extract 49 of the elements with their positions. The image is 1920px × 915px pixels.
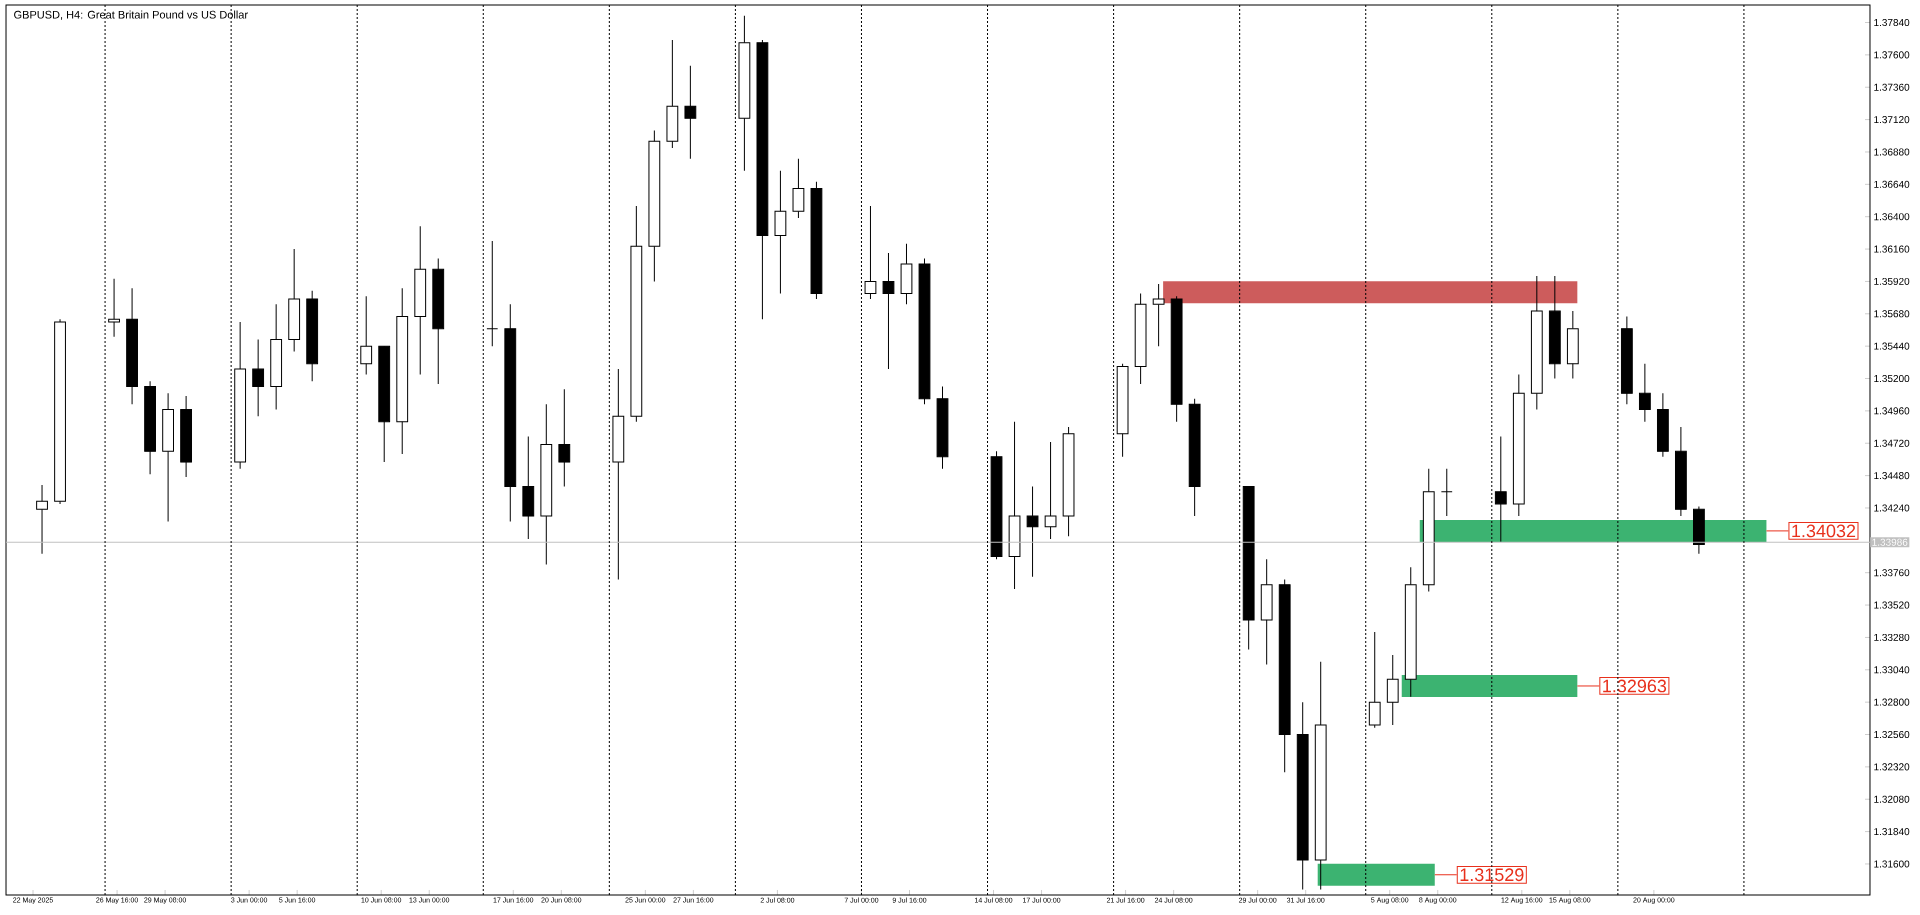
candlestick xyxy=(558,388,571,487)
candlestick xyxy=(1638,363,1651,423)
series-label: 1.32963 xyxy=(1603,679,1667,693)
y-tick-label: 1.37120 xyxy=(1874,116,1910,124)
candlestick xyxy=(1152,283,1165,347)
y-tick-label: 1.32320 xyxy=(1874,763,1910,771)
y-tick-label: 1.32080 xyxy=(1874,795,1910,803)
candlestick xyxy=(792,158,805,219)
candlestick xyxy=(1044,441,1057,540)
y-tick-label: 1.31600 xyxy=(1874,860,1910,868)
y-tick-label: 1.36880 xyxy=(1874,148,1910,156)
y-tick-label: 1.36160 xyxy=(1874,245,1910,253)
y-tick-label: 1.37360 xyxy=(1874,83,1910,91)
candlestick xyxy=(360,295,373,375)
y-tick-label: 1.35200 xyxy=(1874,374,1910,383)
y-tick-label: 1.35680 xyxy=(1874,310,1910,318)
candlestick xyxy=(1368,631,1381,729)
candlestick xyxy=(882,252,895,370)
candlestick xyxy=(864,205,877,300)
y-tick-label: 1.37600 xyxy=(1874,51,1910,59)
y-tick-label: 1.31840 xyxy=(1874,828,1910,836)
candlestick xyxy=(108,278,120,338)
y-tick-label: 1.32560 xyxy=(1874,730,1910,739)
ref-line-label: 1.33986 xyxy=(1872,538,1908,546)
y-tick-label: 1.35440 xyxy=(1874,342,1910,350)
candlestick xyxy=(486,240,499,347)
candlestick xyxy=(36,484,48,555)
candlestick xyxy=(684,65,697,160)
candlestick xyxy=(252,338,265,417)
y-tick-label: 1.36400 xyxy=(1874,213,1910,221)
candlestick xyxy=(1494,436,1507,543)
y-tick-label: 1.33760 xyxy=(1874,569,1910,577)
y-tick-label: 1.34960 xyxy=(1874,407,1910,415)
y-tick-label: 1.33040 xyxy=(1874,666,1910,674)
candlestick xyxy=(1386,654,1399,726)
y-tick-label: 1.33520 xyxy=(1874,601,1910,609)
candlestick xyxy=(1026,485,1039,578)
chart-title: GBPUSD, H4: Great Britain Pound vs US Dollar xyxy=(14,10,248,20)
y-tick-label: 1.34480 xyxy=(1874,472,1910,480)
y-tick-label: 1.33280 xyxy=(1874,633,1910,641)
candlestick xyxy=(1440,468,1453,517)
series-label: 1.34032 xyxy=(1792,524,1856,538)
y-tick-label: 1.36640 xyxy=(1874,180,1910,188)
y-tick-label: 1.32800 xyxy=(1874,698,1910,706)
y-tick-label: 1.34240 xyxy=(1874,504,1910,512)
y-tick-label: 1.35920 xyxy=(1874,277,1910,285)
series-label: 1.31529 xyxy=(1460,868,1524,882)
y-tick-label: 1.37840 xyxy=(1874,18,1910,27)
y-tick-label: 1.34720 xyxy=(1874,439,1910,447)
